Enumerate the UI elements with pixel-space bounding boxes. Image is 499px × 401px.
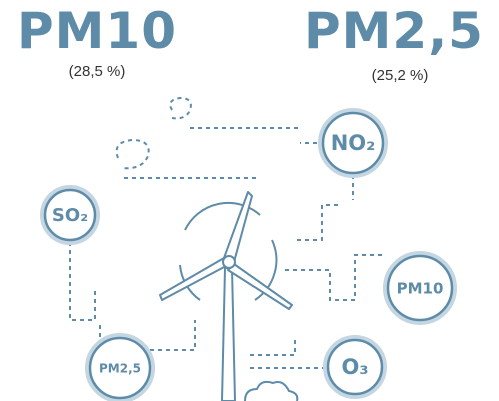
pollutant-label: NO₂: [331, 131, 376, 155]
pollutant-label: PM2,5: [99, 362, 141, 376]
headline-label: PM10: [17, 2, 177, 60]
pollutant-label: SO₂: [52, 205, 88, 226]
pollutant-circles: NO₂ SO₂ PM10 PM2,5 O₃: [42, 110, 455, 401]
pollutant-label: O₃: [341, 355, 368, 379]
wind-turbine: [160, 192, 297, 401]
infographic: PM10 (28,5 %) PM2,5 (25,2 %) NO₂ SO₂ PM10 P…: [0, 0, 499, 401]
pollutant-label: PM10: [397, 280, 444, 298]
headline-label: PM2,5: [304, 2, 484, 60]
headline-share: (25,2 %): [372, 67, 429, 84]
headline-share: (28,5 %): [69, 63, 126, 80]
